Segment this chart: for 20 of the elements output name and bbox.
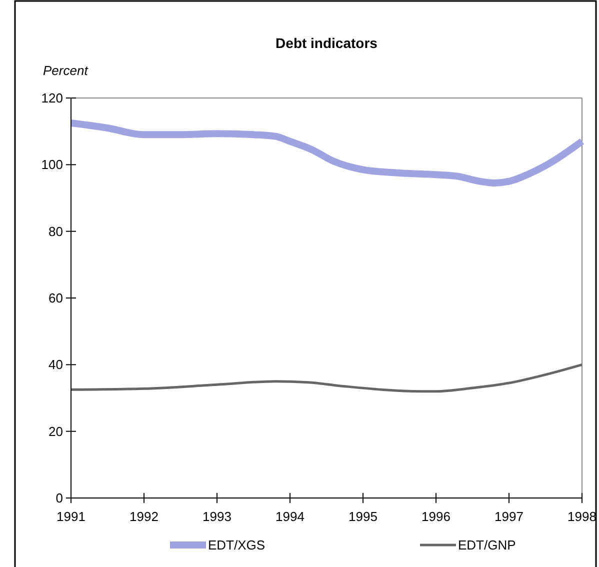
y-tick-label: 60	[48, 290, 63, 306]
y-tick-label: 20	[48, 424, 63, 439]
x-tick-label: 1991	[56, 509, 86, 524]
chart-title: Debt indicators	[276, 35, 378, 51]
y-tick-label: 120	[41, 90, 63, 106]
x-tick-label: 1993	[202, 509, 232, 524]
x-tick-label: 1996	[422, 509, 450, 524]
legend-label: EDT/XGS	[208, 538, 266, 553]
x-tick-label: 1998	[568, 509, 596, 524]
x-tick-label: 1997	[494, 509, 524, 524]
x-tick-label: 1995	[348, 509, 378, 524]
y-tick-label: 0	[56, 490, 63, 506]
x-tick-label: 1994	[276, 509, 304, 524]
y-tick-label: 80	[48, 224, 63, 239]
legend-label: EDT/GNP	[458, 538, 516, 553]
y-tick-label: 40	[48, 357, 63, 372]
y-tick-label: 100	[41, 157, 63, 172]
x-tick-label: 1992	[130, 509, 158, 524]
line-series	[70, 363, 584, 393]
y-axis-title: Percent	[43, 63, 90, 78]
